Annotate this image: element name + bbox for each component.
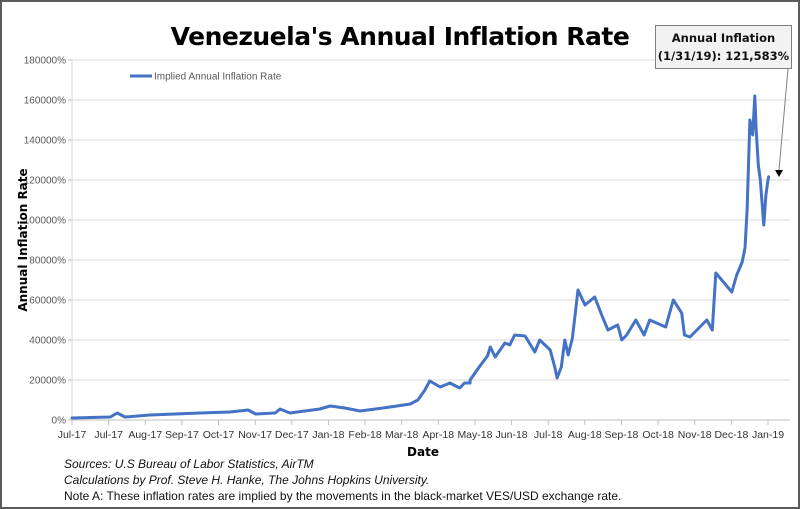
- y-axis-label: Annual Inflation Rate: [16, 168, 30, 311]
- x-tick-label: Dec-17: [275, 429, 309, 441]
- y-tick-label: 80000%: [29, 256, 66, 267]
- x-tick-label: May-18: [457, 429, 492, 441]
- callout-leader-line: [778, 68, 789, 171]
- y-axis-ticks: 0% 20000% 40000% 60000% 80000% 100000% 120000%…: [24, 56, 66, 427]
- calculations-note: Calculations by Prof. Steve H. Hanke, Th…: [64, 473, 430, 487]
- x-tick-label: Jul-17: [94, 429, 123, 441]
- chart-title: Venezuela's Annual Inflation Rate: [170, 22, 630, 51]
- y-tick-label: 40000%: [29, 336, 66, 347]
- y-tick-label: 160000%: [24, 96, 66, 107]
- x-tick-label: Apr-18: [423, 429, 455, 441]
- x-tick-label: Jan-18: [312, 429, 344, 441]
- y-tick-label: 100000%: [24, 216, 66, 227]
- x-tick-label: Jul-17: [58, 429, 87, 441]
- x-tick-label: Feb-18: [348, 429, 381, 441]
- x-axis-ticks: Jul-17 Jul-17 Aug-17 Sep-17 Oct-17 Nov-17 Dec-…: [58, 420, 784, 441]
- series-line-0: [70, 94, 771, 420]
- x-tick-label: Aug-18: [568, 429, 602, 441]
- legend-label: Implied Annual Inflation Rate: [154, 72, 282, 83]
- x-tick-label: Sep-18: [605, 429, 639, 441]
- gridlines: [68, 59, 790, 421]
- callout-arrow: [775, 68, 789, 177]
- x-tick-label: Jul-18: [534, 429, 563, 441]
- x-tick-label: Aug-17: [128, 429, 162, 441]
- x-tick-label: Dec-18: [714, 429, 748, 441]
- x-tick-label: Mar-18: [385, 429, 418, 441]
- annotation-callout: Annual Inflation (1/31/19): 121,583%: [655, 25, 792, 69]
- y-tick-label: 140000%: [24, 136, 66, 147]
- arrowhead-icon: [775, 170, 783, 177]
- callout-line-1: Annual Inflation: [671, 31, 776, 45]
- x-tick-label: Jun-18: [496, 429, 528, 441]
- x-axis-label: Date: [407, 445, 439, 459]
- y-tick-label: 20000%: [29, 376, 66, 387]
- y-tick-label: 60000%: [29, 296, 66, 307]
- series-layer: [70, 94, 771, 420]
- callout-line-2: (1/31/19): 121,583%: [657, 49, 790, 63]
- x-tick-label: Jan-19: [752, 429, 784, 441]
- sources-note: Sources: U.S Bureau of Labor Statistics,…: [64, 457, 314, 471]
- y-tick-label: 180000%: [24, 56, 66, 67]
- source-notes: Sources: U.S Bureau of Labor Statistics,…: [64, 456, 621, 504]
- y-tick-label: 0%: [52, 416, 67, 427]
- y-tick-label: 120000%: [24, 176, 66, 187]
- note-a: Note A: These inflation rates are implie…: [64, 489, 622, 503]
- legend: Implied Annual Inflation Rate: [130, 72, 282, 83]
- x-tick-label: Nov-17: [238, 429, 272, 441]
- x-tick-label: Oct-17: [203, 429, 235, 441]
- x-tick-label: Nov-18: [678, 429, 712, 441]
- x-tick-label: Oct-18: [642, 429, 674, 441]
- x-tick-label: Sep-17: [165, 429, 199, 441]
